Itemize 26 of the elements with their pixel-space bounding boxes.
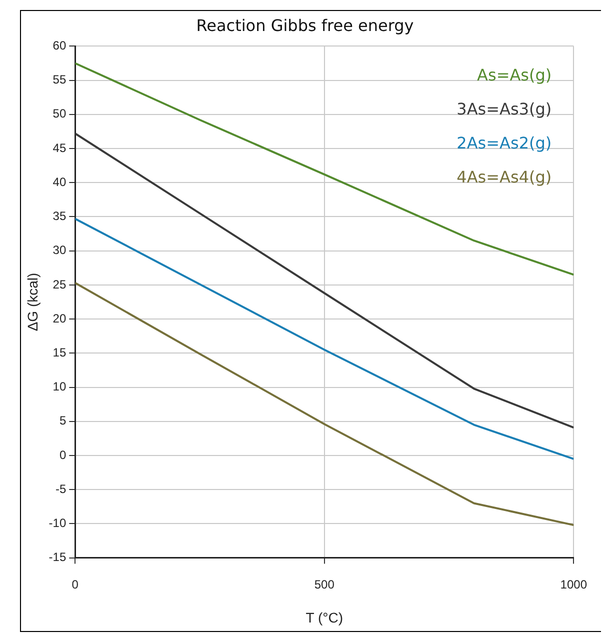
y-tick-label: 15 bbox=[52, 345, 66, 360]
x-tick-label: 1000 bbox=[560, 577, 588, 592]
y-tick-label: 25 bbox=[52, 277, 66, 292]
text: As=As(g) bbox=[477, 65, 552, 84]
y-axis-title: ΔG (kcal) bbox=[24, 272, 40, 332]
y-tick-label: 35 bbox=[52, 209, 66, 224]
y-tick-label: 10 bbox=[52, 380, 66, 394]
y-tick-label: -5 bbox=[55, 482, 66, 496]
chart-title: Reaction Gibbs free energy bbox=[196, 16, 414, 35]
y-tick-label: 60 bbox=[52, 38, 66, 53]
x-axis-title: T (°C) bbox=[306, 609, 344, 626]
x-tick-label: 0 bbox=[72, 577, 79, 592]
y-tick-label: 55 bbox=[52, 72, 66, 87]
text: 2As=As2(g) bbox=[456, 133, 552, 152]
y-tick-label: 40 bbox=[52, 174, 66, 189]
y-tick-label: 5 bbox=[59, 414, 66, 428]
y-tick-label: -10 bbox=[48, 516, 66, 530]
y-tick-label: 30 bbox=[52, 243, 66, 258]
y-tick-label: -15 bbox=[48, 550, 66, 564]
y-tick-label: 50 bbox=[52, 106, 66, 121]
text: 4As=As4(g) bbox=[456, 167, 552, 186]
y-tick-label: 45 bbox=[52, 140, 66, 155]
x-tick-label: 500 bbox=[314, 577, 335, 592]
text: 3As=As3(g) bbox=[456, 99, 552, 118]
y-tick-label: 0 bbox=[59, 448, 66, 462]
y-tick-label: 20 bbox=[52, 311, 66, 326]
